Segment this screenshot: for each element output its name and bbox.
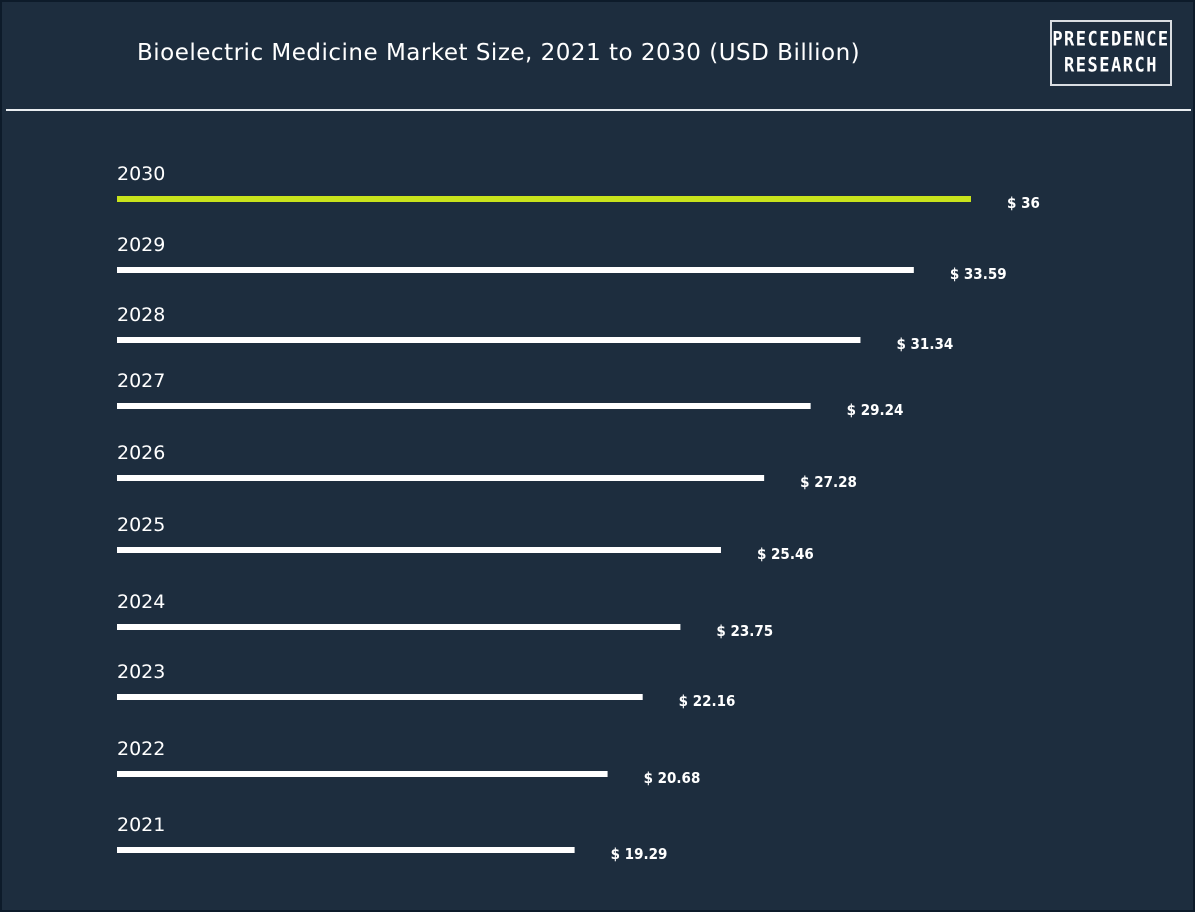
year-label-2024: 2024 xyxy=(117,591,165,613)
bar-2023 xyxy=(117,694,643,700)
bar-2030 xyxy=(117,196,971,202)
title-divider xyxy=(6,109,1191,111)
year-label-2025: 2025 xyxy=(117,514,165,536)
value-label-2028: $ 31.34 xyxy=(896,335,953,353)
bar-2026 xyxy=(117,475,765,481)
year-label-2021: 2021 xyxy=(117,814,165,836)
value-label-2025: $ 25.46 xyxy=(757,545,814,563)
bar-2022 xyxy=(117,771,608,777)
value-label-2029: $ 33.59 xyxy=(950,265,1007,283)
value-label-2030: $ 36 xyxy=(1007,194,1040,212)
chart-title: Bioelectric Medicine Market Size, 2021 t… xyxy=(137,40,861,66)
year-label-2027: 2027 xyxy=(117,370,165,392)
bar-2028 xyxy=(117,337,861,343)
bar-2024 xyxy=(117,624,681,630)
bar-2027 xyxy=(117,403,811,409)
year-label-2029: 2029 xyxy=(117,234,165,256)
year-label-2022: 2022 xyxy=(117,738,165,760)
year-label-2023: 2023 xyxy=(117,661,165,683)
precedence-research-logo: PRECEDENCE RESEARCH xyxy=(1050,20,1172,86)
year-label-2026: 2026 xyxy=(117,442,165,464)
year-label-2028: 2028 xyxy=(117,304,165,326)
value-label-2023: $ 22.16 xyxy=(679,692,736,710)
value-label-2021: $ 19.29 xyxy=(611,845,668,863)
year-label-2030: 2030 xyxy=(117,163,165,185)
value-label-2022: $ 20.68 xyxy=(644,769,701,787)
logo-line-1: PRECEDENCE xyxy=(1052,28,1170,52)
value-label-2024: $ 23.75 xyxy=(716,622,773,640)
bar-2021 xyxy=(117,847,575,853)
value-label-2026: $ 27.28 xyxy=(800,473,857,491)
bar-2025 xyxy=(117,547,721,553)
bar-2029 xyxy=(117,267,914,273)
value-label-2027: $ 29.24 xyxy=(847,401,904,419)
logo-line-2: RESEARCH xyxy=(1064,54,1158,78)
